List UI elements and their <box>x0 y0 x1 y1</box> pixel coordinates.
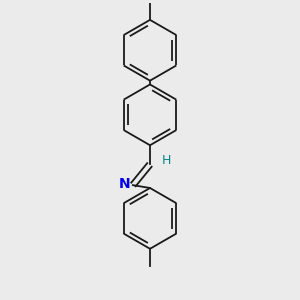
Text: H: H <box>161 154 171 167</box>
Text: N: N <box>118 177 130 191</box>
